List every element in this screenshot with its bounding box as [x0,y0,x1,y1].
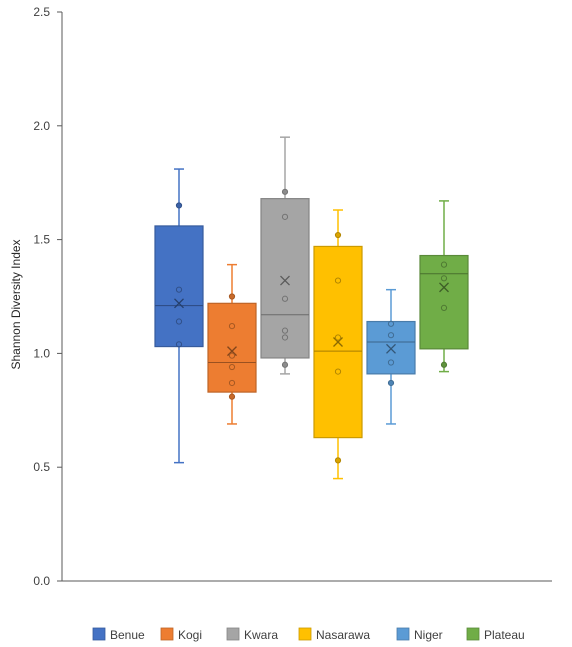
legend-item-kogi: Kogi [160,627,202,642]
data-point [387,379,395,387]
y-axis-title: Shannon Diversity Index [9,239,23,369]
box-kwara [260,136,310,375]
legend: Benue Kogi Kwara Nasarawa Niger Plateau [92,627,525,642]
data-point [228,393,236,400]
data-point [334,231,342,239]
data-point [228,379,236,387]
data-point [228,352,236,359]
mean-marker [280,275,290,286]
data-point [281,334,289,341]
legend-item-nasarawa: Nasarawa [298,627,370,642]
data-point [175,286,183,293]
legend-label: Benue [110,628,145,642]
y-tick-label: 2.0 [33,119,50,133]
legend-label: Plateau [484,628,525,642]
data-point [334,277,342,284]
box-series-group [154,136,469,480]
box-benue [154,168,204,464]
box-kogi [207,263,257,425]
y-tick-label: 0.0 [33,574,50,588]
legend-label: Kogi [178,628,202,642]
mean-marker [386,343,396,354]
iqr-box [419,254,469,350]
data-point [228,293,236,300]
data-point [440,361,448,368]
iqr-box [366,320,416,375]
data-point [334,368,342,375]
data-point [334,334,342,341]
y-tick-label: 2.5 [33,5,50,19]
legend-swatch [466,627,480,641]
data-point [175,341,183,348]
data-point [175,318,183,325]
data-point [281,295,289,302]
data-point [228,363,236,371]
mean-marker [439,282,449,293]
data-point [440,261,448,268]
y-tick-label: 0.5 [33,460,50,474]
data-point [228,322,236,330]
mean-marker [174,298,184,309]
data-point [440,304,448,311]
box-niger [366,288,416,425]
box-plateau [419,200,469,373]
legend-label: Kwara [244,628,278,642]
legend-item-niger: Niger [396,627,443,642]
iqr-box [260,198,310,359]
data-point [387,320,395,327]
data-point [440,275,448,282]
mean-marker [333,337,343,347]
data-point [281,188,289,195]
legend-swatch [298,627,312,641]
iqr-box [207,302,257,393]
data-point [281,213,289,220]
iqr-box [154,225,204,348]
legend-swatch [226,627,240,641]
data-point [387,332,395,339]
legend-label: Niger [414,628,443,642]
legend-item-benue: Benue [92,627,145,642]
legend-swatch [92,627,106,641]
y-axis-ticks: 0.0 0.5 1.0 1.5 2.0 2.5 [33,5,62,588]
data-point [281,361,289,368]
data-point [281,327,289,334]
legend-label: Nasarawa [316,628,370,642]
box-nasarawa [313,209,363,480]
legend-swatch [396,627,410,641]
legend-item-kwara: Kwara [226,627,278,642]
y-tick-label: 1.5 [33,233,50,247]
mean-marker [227,346,237,357]
data-point [334,457,342,464]
y-tick-label: 1.0 [33,346,50,360]
legend-item-plateau: Plateau [466,627,525,642]
data-point [387,359,395,366]
legend-swatch [160,627,174,641]
data-point [175,202,183,209]
